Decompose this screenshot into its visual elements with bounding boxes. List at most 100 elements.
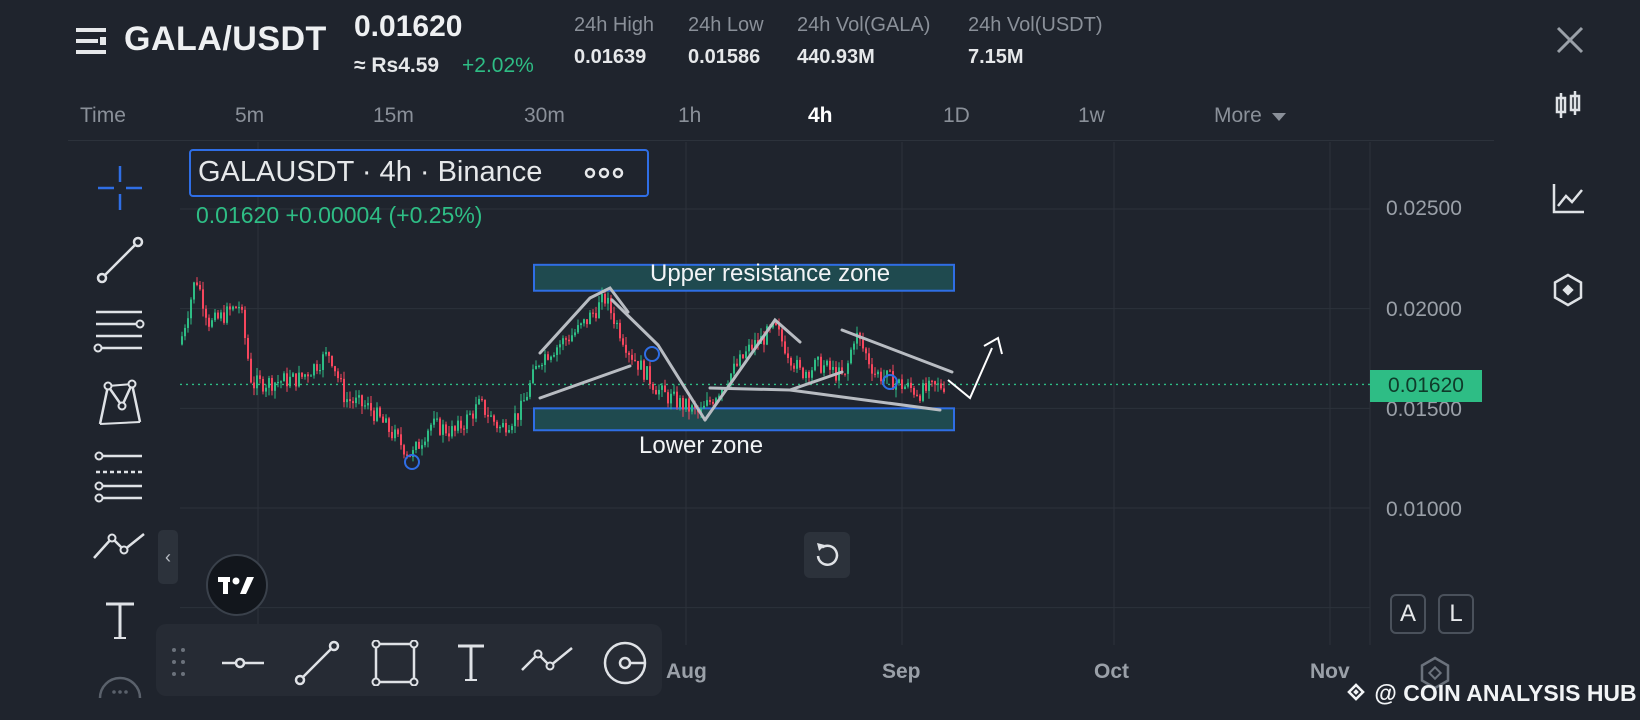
candle-body	[493, 415, 495, 422]
pair-title[interactable]: GALA/USDT	[124, 20, 327, 58]
candle-body	[778, 324, 780, 330]
candle-body	[745, 351, 747, 359]
candle-body	[469, 413, 471, 415]
candle-body	[397, 429, 399, 435]
measure-tool-icon[interactable]	[600, 640, 650, 686]
path-tool-icon[interactable]	[92, 520, 148, 576]
bottom-trend-line-icon[interactable]	[292, 640, 342, 686]
candle-body	[262, 378, 264, 392]
candle-body	[802, 367, 804, 379]
pattern-line	[708, 370, 844, 392]
tab-1w[interactable]: 1w	[1078, 104, 1105, 127]
candle-body	[484, 399, 486, 415]
candle-body	[229, 306, 231, 310]
candle-body	[517, 413, 519, 420]
menu-icon[interactable]	[76, 26, 108, 56]
tab-30m[interactable]: 30m	[524, 104, 565, 127]
candlestick-type-icon[interactable]	[1550, 88, 1586, 124]
tab-5m[interactable]: 5m	[235, 104, 265, 127]
stat-vol-usdt-label: 24h Vol(USDT)	[968, 14, 1103, 36]
drag-handle-icon[interactable]	[170, 646, 188, 678]
local-price: ≈ Rs4.59	[354, 54, 440, 77]
candle-body	[436, 418, 438, 420]
candle-body	[511, 426, 513, 430]
candle-body	[943, 388, 945, 392]
candle-body	[793, 365, 795, 369]
rectangle-tool-icon[interactable]	[370, 640, 420, 686]
indicators-icon[interactable]	[1550, 180, 1586, 216]
candle-body	[202, 289, 204, 309]
candle-body	[766, 326, 768, 345]
candle-body	[736, 363, 738, 366]
candle-body	[301, 372, 303, 377]
binance-logo-icon	[1347, 683, 1365, 701]
tab-1h[interactable]: 1h	[678, 104, 702, 127]
candle-body	[313, 364, 315, 376]
candle-body	[508, 429, 510, 433]
pattern-tool-icon[interactable]	[92, 376, 148, 432]
candle-body	[481, 398, 483, 401]
trend-line-icon[interactable]	[92, 232, 148, 288]
projection-arrow	[947, 347, 993, 400]
reset-chart-button[interactable]	[804, 532, 850, 578]
candle-body	[541, 364, 543, 367]
tab-15m[interactable]: 15m	[373, 104, 414, 127]
candle-body	[940, 383, 942, 389]
candle-body	[580, 323, 582, 326]
tab-1d[interactable]: 1D	[943, 104, 970, 127]
tab-4h[interactable]: 4h	[808, 104, 833, 127]
candle-body	[592, 312, 594, 314]
candle-body	[706, 400, 708, 406]
bottom-path-tool-icon[interactable]	[520, 640, 576, 686]
candle-body	[478, 398, 480, 405]
tradingview-logo-icon	[218, 577, 254, 594]
crosshair-icon[interactable]	[92, 160, 148, 216]
candle-body	[664, 385, 666, 393]
text-tool-icon[interactable]	[92, 592, 148, 648]
candle-body	[937, 383, 939, 385]
candle-body	[811, 370, 813, 378]
collapse-toolbar-button[interactable]: ‹	[158, 530, 178, 584]
candle-body	[487, 414, 489, 417]
legend-menu-icon[interactable]	[584, 158, 624, 190]
price-change: +2.02%	[462, 54, 534, 77]
candle-body	[877, 371, 879, 375]
candle-body	[568, 339, 570, 342]
candle-body	[538, 365, 540, 367]
symbol-legend-box[interactable]	[189, 149, 649, 197]
horizontal-ray-icon[interactable]	[218, 640, 268, 686]
candle-body	[904, 386, 906, 389]
settings-hex-icon[interactable]	[1550, 272, 1586, 308]
candle-body	[424, 441, 426, 446]
candle-body	[931, 380, 933, 382]
candle-body	[250, 358, 252, 383]
bottom-text-tool-icon[interactable]	[446, 640, 496, 686]
candle-body	[394, 429, 396, 439]
candle-body	[439, 418, 441, 435]
candle-body	[226, 306, 228, 323]
candle-body	[391, 431, 393, 439]
candle-body	[718, 395, 720, 399]
fib-tool-icon[interactable]	[92, 448, 148, 504]
candle-body	[685, 398, 687, 410]
candle-body	[337, 371, 339, 379]
candle-body	[256, 375, 258, 389]
candle-body	[280, 381, 282, 383]
candle-body	[934, 381, 936, 385]
more-tools-icon[interactable]	[98, 670, 142, 700]
projection-arrow-head	[983, 336, 1003, 355]
candle-body	[652, 384, 654, 390]
candle-body	[277, 381, 279, 384]
x-tick: Sep	[882, 660, 921, 683]
chart-settings-icon[interactable]	[1418, 656, 1452, 690]
log-scale-button[interactable]: L	[1438, 594, 1474, 634]
parallel-lines-icon[interactable]	[92, 304, 148, 360]
tab-more[interactable]: More	[1214, 104, 1286, 128]
close-icon[interactable]	[1552, 22, 1588, 58]
candle-body	[640, 360, 642, 370]
candle-body	[289, 376, 291, 387]
auto-scale-button[interactable]: A	[1390, 594, 1426, 634]
candle-body	[220, 312, 222, 319]
tab-time[interactable]: Time	[80, 104, 126, 127]
